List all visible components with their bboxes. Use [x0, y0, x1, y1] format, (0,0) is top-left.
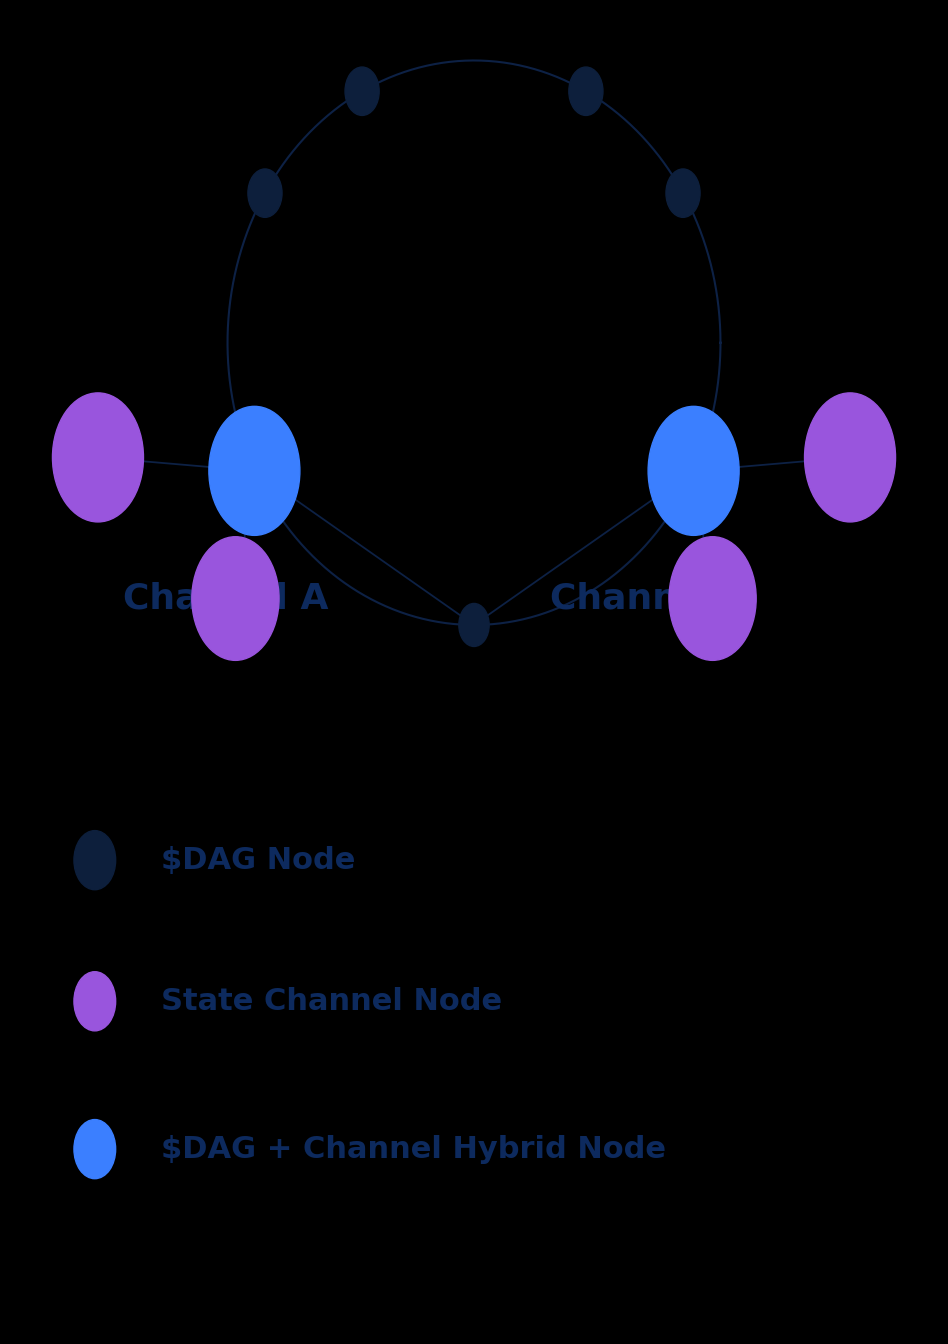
Circle shape: [52, 392, 143, 521]
Text: State Channel Node: State Channel Node: [161, 986, 502, 1016]
Text: Channel B: Channel B: [550, 581, 755, 616]
Circle shape: [648, 406, 739, 535]
Circle shape: [345, 67, 379, 116]
Circle shape: [74, 1120, 116, 1179]
Circle shape: [74, 972, 116, 1031]
Circle shape: [665, 169, 700, 218]
Circle shape: [459, 603, 489, 646]
Text: $DAG Node: $DAG Node: [161, 845, 356, 875]
Circle shape: [669, 536, 757, 660]
Circle shape: [74, 831, 116, 890]
Circle shape: [248, 169, 283, 218]
Circle shape: [805, 392, 896, 521]
Circle shape: [191, 536, 279, 660]
Circle shape: [209, 406, 300, 535]
Text: Channel A: Channel A: [123, 581, 329, 616]
Text: $DAG + Channel Hybrid Node: $DAG + Channel Hybrid Node: [161, 1134, 666, 1164]
Circle shape: [569, 67, 603, 116]
